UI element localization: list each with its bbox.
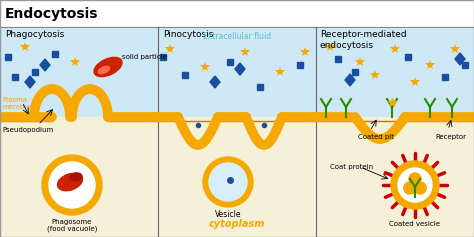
Circle shape (409, 173, 421, 185)
Text: Vesicle: Vesicle (215, 210, 241, 219)
Polygon shape (235, 63, 245, 75)
Ellipse shape (70, 173, 82, 181)
Text: solid particle: solid particle (122, 54, 167, 60)
Text: cytoplasm: cytoplasm (209, 219, 265, 229)
Text: Coated pit: Coated pit (358, 134, 394, 140)
Bar (352, 69, 358, 75)
Bar (182, 72, 188, 78)
Bar (160, 54, 166, 60)
Bar (257, 84, 263, 90)
Polygon shape (210, 76, 220, 88)
Text: Extracellular fluid: Extracellular fluid (203, 32, 271, 41)
Bar (32, 69, 38, 75)
Text: Plasma
membrane: Plasma membrane (2, 97, 40, 110)
Text: Endocytosis: Endocytosis (5, 7, 99, 21)
Circle shape (42, 155, 102, 215)
Bar (442, 74, 448, 80)
Bar (5, 54, 11, 60)
Bar (297, 62, 303, 68)
Circle shape (203, 157, 253, 207)
Bar (12, 74, 18, 80)
Circle shape (391, 161, 439, 209)
Bar (462, 62, 468, 68)
Bar (0, 0, 474, 27)
Bar (227, 59, 233, 65)
Polygon shape (40, 59, 50, 71)
Polygon shape (345, 74, 355, 86)
Polygon shape (25, 76, 35, 88)
Bar (0, 117, 474, 237)
Ellipse shape (94, 57, 122, 77)
Bar (52, 51, 58, 57)
Text: Receptor-mediated
endocytosis: Receptor-mediated endocytosis (320, 30, 407, 50)
Circle shape (404, 182, 416, 194)
Text: Receptor: Receptor (435, 134, 466, 140)
Circle shape (209, 163, 247, 201)
Text: Pinocytosis: Pinocytosis (163, 30, 213, 39)
Text: Phagocytosis: Phagocytosis (5, 30, 64, 39)
Text: Pseudopodium: Pseudopodium (2, 127, 53, 133)
Circle shape (49, 162, 95, 208)
Polygon shape (455, 53, 465, 65)
Bar (405, 54, 411, 60)
Text: Phagosome
(food vacuole): Phagosome (food vacuole) (47, 219, 97, 232)
Circle shape (398, 168, 432, 202)
Ellipse shape (57, 173, 82, 191)
Ellipse shape (99, 66, 109, 74)
Bar (335, 56, 341, 62)
Text: Coat protein: Coat protein (330, 164, 373, 170)
Circle shape (414, 182, 426, 194)
Bar (0, 27, 474, 117)
Text: Coated vesicle: Coated vesicle (390, 221, 440, 227)
